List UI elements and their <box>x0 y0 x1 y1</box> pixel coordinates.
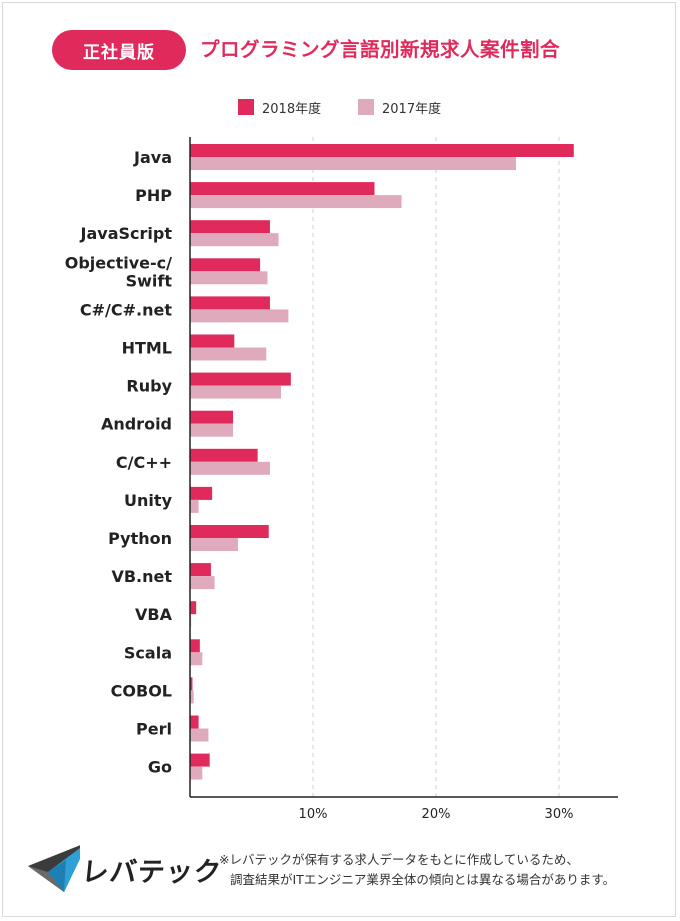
bar-2018-4 <box>190 258 261 272</box>
bar-2017-4 <box>190 271 268 285</box>
bar-2017-14 <box>190 652 203 666</box>
edition-badge: 正社員版 <box>52 30 186 70</box>
logo-text: レバテック <box>80 857 224 888</box>
bar-2017-9 <box>190 461 270 475</box>
bar-2017-11 <box>190 538 238 551</box>
bar-2018-17 <box>190 753 210 767</box>
category-label-5: C#/C#.net <box>80 300 172 319</box>
bar-2018-1 <box>190 144 574 157</box>
bar-2018-16 <box>190 715 199 729</box>
bar-2018-11 <box>190 525 269 538</box>
bar-2018-14 <box>190 639 200 653</box>
category-label-7: Ruby <box>126 377 172 396</box>
bar-2017-5 <box>190 309 289 323</box>
category-label-14: Scala <box>124 643 172 662</box>
category-label-1: Java <box>133 148 172 167</box>
bar-2018-12 <box>190 563 211 577</box>
category-label-10: Unity <box>124 491 173 510</box>
levtech-logo-icon <box>28 845 80 892</box>
x-tick-label-2: 20% <box>422 807 451 822</box>
bar-2017-10 <box>190 499 199 513</box>
bar-2017-17 <box>190 766 203 780</box>
category-label-13: VBA <box>135 605 173 624</box>
chart-title: プログラミング言語別新規求人案件割合 <box>200 38 561 61</box>
legend-swatch-2018 <box>238 99 254 115</box>
bar-2017-15 <box>190 690 194 704</box>
bar-2018-13 <box>190 601 197 615</box>
bar-2018-15 <box>190 677 193 691</box>
x-tick-label-3: 30% <box>545 807 574 822</box>
legend-label-2017: 2017年度 <box>382 101 442 117</box>
bar-2017-2 <box>190 195 402 209</box>
bar-2017-12 <box>190 576 215 590</box>
category-label-2: PHP <box>135 186 172 205</box>
bar-2018-6 <box>190 334 235 348</box>
category-label-4: Objective-c/Swift <box>65 253 173 290</box>
bar-2017-7 <box>190 385 282 399</box>
bar-2018-5 <box>190 296 270 310</box>
bar-2017-8 <box>190 423 234 437</box>
bar-2018-2 <box>190 182 375 196</box>
category-label-3: JavaScript <box>80 224 173 243</box>
footnote-line-2: 調査結果がITエンジニア業界全体の傾向とは異なる場合があります。 <box>230 872 616 887</box>
category-label-15: COBOL <box>111 681 172 700</box>
legend-swatch-2017 <box>358 99 374 115</box>
bar-2017-1 <box>190 157 516 170</box>
category-label-11: Python <box>108 529 172 548</box>
category-label-9: C/C++ <box>116 453 172 472</box>
legend-item-2017: 2017年度 <box>358 96 441 118</box>
category-label-8: Android <box>101 415 172 434</box>
legend-label-2018: 2018年度 <box>262 101 322 117</box>
x-tick-label-1: 10% <box>299 807 328 822</box>
bar-2017-6 <box>190 347 267 361</box>
levtech-logo: レバテック <box>26 840 223 898</box>
category-label-16: Perl <box>136 720 172 739</box>
bar-2018-3 <box>190 220 270 234</box>
legend: 2018年度 2017年度 <box>0 96 680 118</box>
bar-2018-9 <box>190 448 258 462</box>
bar-2017-3 <box>190 233 279 247</box>
category-label-12: VB.net <box>111 567 172 586</box>
bar-2018-8 <box>190 410 234 424</box>
footnote: ※レバテックが保有する求人データをもとに作成しているため、 調査結果がITエンジ… <box>219 850 615 890</box>
bar-2017-16 <box>190 728 209 742</box>
bar-2018-10 <box>190 486 213 500</box>
footnote-line-1: ※レバテックが保有する求人データをもとに作成しているため、 <box>219 852 579 867</box>
category-label-17: Go <box>148 758 172 777</box>
legend-item-2018: 2018年度 <box>238 96 321 118</box>
category-label-6: HTML <box>122 339 172 358</box>
bar-chart: Java PHP JavaScript Objective-c/Swift C#/C#.… <box>65 137 618 822</box>
bar-2018-7 <box>190 372 291 386</box>
